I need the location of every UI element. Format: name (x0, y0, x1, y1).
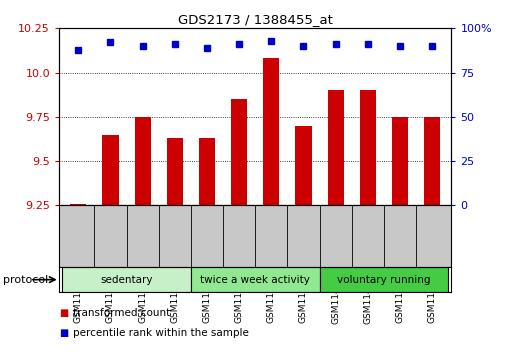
Bar (424, 117, 440, 205)
Bar (328, 90, 344, 205)
Bar (263, 58, 280, 205)
Bar (295, 126, 311, 205)
Bar (103, 135, 119, 205)
Text: twice a week activity: twice a week activity (200, 275, 310, 285)
Text: protocol: protocol (3, 275, 48, 285)
Text: transformed count: transformed count (73, 308, 171, 318)
Title: GDS2173 / 1388455_at: GDS2173 / 1388455_at (178, 13, 332, 26)
Bar (62, 267, 191, 292)
Text: percentile rank within the sample: percentile rank within the sample (73, 328, 249, 338)
Bar (70, 204, 86, 205)
Bar (392, 117, 408, 205)
Text: ■: ■ (59, 308, 68, 318)
Bar (134, 117, 151, 205)
Bar (167, 138, 183, 205)
Text: ■: ■ (59, 328, 68, 338)
Bar (360, 90, 376, 205)
Bar (231, 99, 247, 205)
Bar (191, 267, 320, 292)
Bar (199, 138, 215, 205)
Text: voluntary running: voluntary running (337, 275, 430, 285)
Text: sedentary: sedentary (101, 275, 153, 285)
Bar (320, 267, 448, 292)
